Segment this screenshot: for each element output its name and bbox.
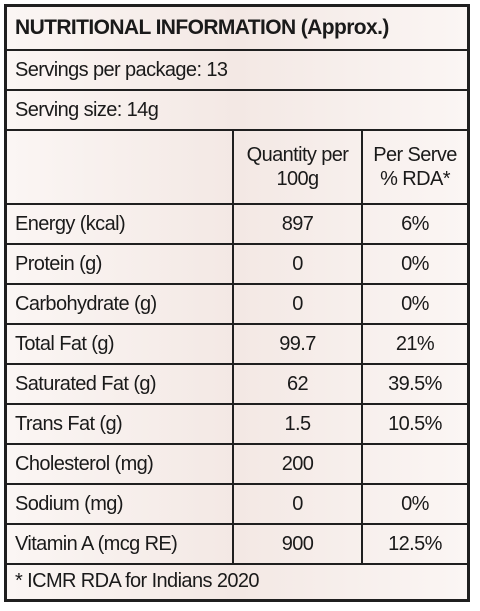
servings-row: Servings per package: 13 xyxy=(7,49,467,91)
header-row: Quantity per 100g Per Serve % RDA* xyxy=(7,129,467,205)
nutrient-name: Energy (kcal) xyxy=(7,203,234,245)
rda: 39.5% xyxy=(361,363,467,405)
header-cell xyxy=(7,129,234,205)
servings: Servings per package: 13 xyxy=(7,49,467,91)
rda: 21% xyxy=(361,323,467,365)
quantity: 900 xyxy=(232,523,363,565)
nutrient-name: Trans Fat (g) xyxy=(7,403,234,445)
quantity: 200 xyxy=(232,443,363,485)
nutrition-table: NUTRITIONAL INFORMATION (Approx.) Servin… xyxy=(7,7,467,597)
table-body: NUTRITIONAL INFORMATION (Approx.) Servin… xyxy=(7,7,467,597)
nutrient-name: Saturated Fat (g) xyxy=(7,363,234,405)
serving-size: Serving size: 14g xyxy=(7,89,467,131)
nutrition-panel: NUTRITIONAL INFORMATION (Approx.) Servin… xyxy=(4,4,470,602)
nutrient-row: Saturated Fat (g) 62 39.5% xyxy=(7,363,467,405)
quantity: 0 xyxy=(232,283,363,325)
quantity: 1.5 xyxy=(232,403,363,445)
nutrient-name: Sodium (mg) xyxy=(7,483,234,525)
footnote: * ICMR RDA for Indians 2020 xyxy=(7,563,467,597)
quantity: 0 xyxy=(232,243,363,285)
nutrient-row: Vitamin A (mcg RE) 900 12.5% xyxy=(7,523,467,565)
nutrient-row: Carbohydrate (g) 0 0% xyxy=(7,283,467,325)
rda xyxy=(361,443,467,485)
rda: 0% xyxy=(361,283,467,325)
header-cell: Quantity per 100g xyxy=(232,129,363,205)
quantity: 0 xyxy=(232,483,363,525)
rda: 0% xyxy=(361,483,467,525)
nutrient-name: Total Fat (g) xyxy=(7,323,234,365)
rda: 6% xyxy=(361,203,467,245)
quantity: 897 xyxy=(232,203,363,245)
nutrient-row: Cholesterol (mg) 200 xyxy=(7,443,467,485)
nutrient-name: Cholesterol (mg) xyxy=(7,443,234,485)
nutrient-row: Energy (kcal) 897 6% xyxy=(7,203,467,245)
serving-size-row: Serving size: 14g xyxy=(7,89,467,131)
footnote-row: * ICMR RDA for Indians 2020 xyxy=(7,563,467,597)
quantity: 99.7 xyxy=(232,323,363,365)
title: NUTRITIONAL INFORMATION (Approx.) xyxy=(7,7,467,51)
nutrient-name: Protein (g) xyxy=(7,243,234,285)
nutrient-row: Trans Fat (g) 1.5 10.5% xyxy=(7,403,467,445)
nutrient-name: Carbohydrate (g) xyxy=(7,283,234,325)
title-row: NUTRITIONAL INFORMATION (Approx.) xyxy=(7,7,467,51)
rda: 10.5% xyxy=(361,403,467,445)
quantity: 62 xyxy=(232,363,363,405)
nutrient-row: Sodium (mg) 0 0% xyxy=(7,483,467,525)
nutrient-row: Protein (g) 0 0% xyxy=(7,243,467,285)
nutrient-name: Vitamin A (mcg RE) xyxy=(7,523,234,565)
header-cell: Per Serve % RDA* xyxy=(361,129,467,205)
nutrient-row: Total Fat (g) 99.7 21% xyxy=(7,323,467,365)
rda: 12.5% xyxy=(361,523,467,565)
rda: 0% xyxy=(361,243,467,285)
